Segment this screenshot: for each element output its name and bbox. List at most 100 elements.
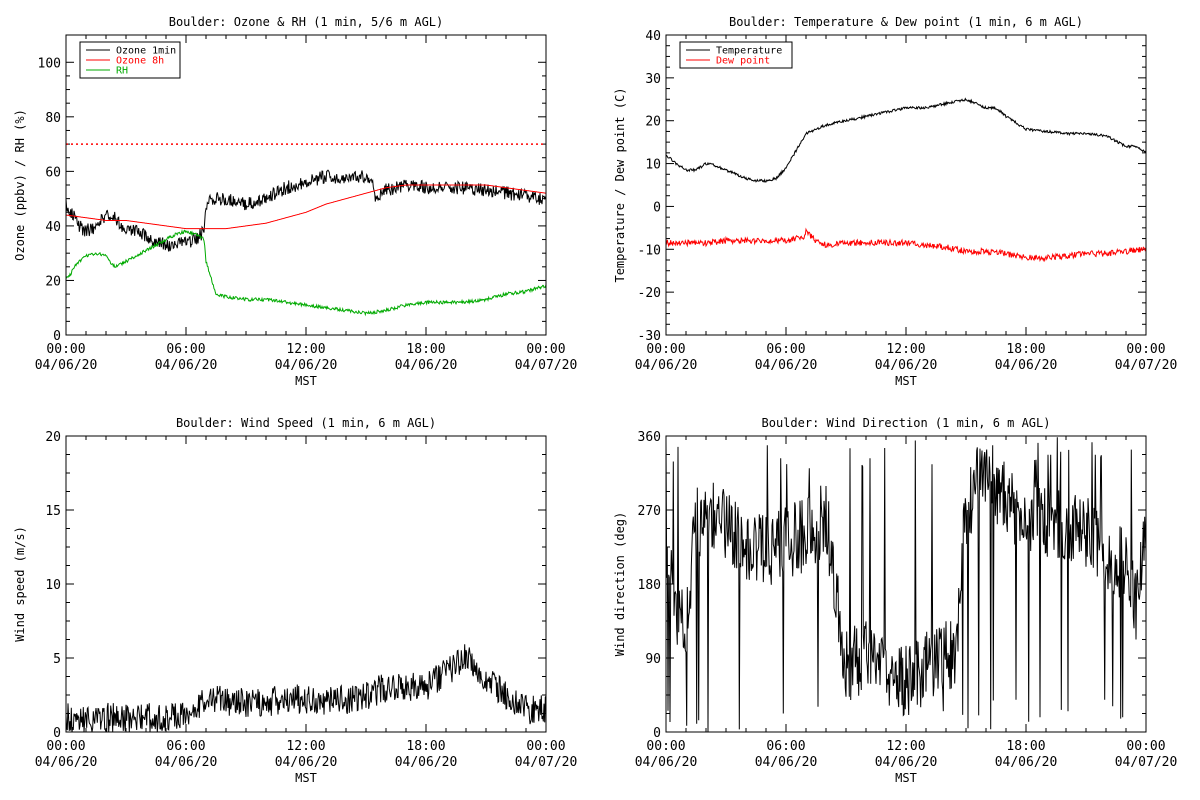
y-tick-label: 80 — [45, 111, 61, 126]
series-line-data — [66, 644, 546, 732]
y-tick-label: -10 — [638, 243, 661, 258]
chart-title: Boulder: Ozone & RH (1 min, 5/6 m AGL) — [169, 15, 444, 29]
x-tick-label-time: 06:00 — [166, 342, 205, 357]
plot-area — [66, 644, 546, 732]
x-tick-label-date: 04/06/20 — [635, 755, 698, 770]
x-tick-label-time: 00:00 — [1126, 342, 1165, 357]
x-tick-label-date: 04/06/20 — [155, 755, 218, 770]
x-axis-label: MST — [295, 771, 317, 785]
series-line-data — [666, 437, 1146, 732]
y-tick-label: 5 — [53, 652, 61, 667]
x-tick-label-time: 12:00 — [286, 739, 325, 754]
chart-title: Boulder: Temperature & Dew point (1 min,… — [729, 15, 1083, 29]
plot-frame — [65, 34, 547, 336]
y-tick-label: 360 — [638, 430, 661, 445]
y-tick-label: 20 — [45, 430, 61, 445]
series-line-ozone-1min — [66, 169, 546, 252]
series-line-rh — [66, 229, 546, 317]
y-axis-label: Ozone (ppbv) / RH (%) — [13, 109, 27, 261]
x-tick-label-date: 04/06/20 — [875, 358, 938, 373]
chart-wspd: Boulder: Wind Speed (1 min, 6 m AGL) Wind… — [13, 416, 577, 785]
x-tick-label-date: 04/06/20 — [635, 358, 698, 373]
series-line-dew-point — [666, 227, 1146, 263]
y-tick-label: -20 — [638, 286, 661, 301]
x-tick-label-time: 18:00 — [1006, 342, 1045, 357]
plot-area — [666, 97, 1146, 263]
y-axis-label: Wind direction (deg) — [613, 512, 627, 657]
x-tick-label-date: 04/06/20 — [755, 358, 818, 373]
legend-entry: Ozone 1min — [116, 46, 176, 57]
y-tick-label: 90 — [645, 652, 661, 667]
chart-title: Boulder: Wind Speed (1 min, 6 m AGL) — [176, 416, 436, 430]
x-tick-label-time: 00:00 — [646, 739, 685, 754]
y-axis-label: Temperature / Dew point (C) — [613, 87, 627, 282]
x-tick-label-date: 04/07/20 — [515, 755, 578, 770]
x-tick-label-date: 04/06/20 — [395, 755, 458, 770]
x-tick-label-time: 00:00 — [46, 342, 85, 357]
y-tick-label: 10 — [45, 578, 61, 593]
plot-area — [666, 437, 1146, 732]
x-tick-label-time: 06:00 — [766, 739, 805, 754]
y-tick-label: 0 — [53, 329, 61, 344]
y-tick-label: 15 — [45, 504, 61, 519]
x-tick-label-date: 04/07/20 — [515, 358, 578, 373]
series-line-temperature — [666, 97, 1146, 184]
y-tick-label: -30 — [638, 329, 661, 344]
y-tick-label: 40 — [45, 220, 61, 235]
x-tick-label-time: 00:00 — [46, 739, 85, 754]
x-tick-label-date: 04/07/20 — [1115, 358, 1178, 373]
legend-entry: Ozone 8h — [116, 56, 164, 67]
y-tick-label: 20 — [45, 274, 61, 289]
x-tick-label-time: 06:00 — [166, 739, 205, 754]
x-tick-label-date: 04/06/20 — [275, 358, 338, 373]
legend-entry: Dew point — [716, 56, 770, 67]
x-tick-label-date: 04/07/20 — [1115, 755, 1178, 770]
chart-ozone: Boulder: Ozone & RH (1 min, 5/6 m AGL) Oz… — [13, 15, 577, 388]
y-axis-label: Wind speed (m/s) — [13, 526, 27, 642]
chart-wdir: Boulder: Wind Direction (1 min, 6 m AGL)… — [613, 416, 1177, 785]
x-tick-label-time: 12:00 — [886, 739, 925, 754]
x-tick-label-date: 04/06/20 — [155, 358, 218, 373]
legend-entry: Temperature — [716, 46, 782, 57]
x-tick-label-time: 00:00 — [646, 342, 685, 357]
x-tick-label-time: 00:00 — [1126, 739, 1165, 754]
y-tick-label: 30 — [645, 72, 661, 87]
chart-temp: Boulder: Temperature & Dew point (1 min,… — [613, 15, 1177, 388]
x-tick-label-time: 12:00 — [286, 342, 325, 357]
y-tick-label: 0 — [53, 726, 61, 741]
plot-area — [66, 143, 546, 317]
y-tick-label: 100 — [38, 56, 61, 71]
chart-title: Boulder: Wind Direction (1 min, 6 m AGL) — [762, 416, 1051, 430]
y-tick-label: 0 — [653, 200, 661, 215]
y-tick-label: 60 — [45, 165, 61, 180]
x-tick-label-time: 00:00 — [526, 342, 565, 357]
x-tick-label-date: 04/06/20 — [875, 755, 938, 770]
x-tick-label-time: 18:00 — [1006, 739, 1045, 754]
series-line-ozone-8h — [66, 184, 546, 230]
x-tick-label-time: 12:00 — [886, 342, 925, 357]
x-axis-label: MST — [895, 374, 917, 388]
x-tick-label-date: 04/06/20 — [35, 358, 98, 373]
x-axis-label: MST — [895, 771, 917, 785]
x-tick-label-time: 18:00 — [406, 739, 445, 754]
x-tick-label-date: 04/06/20 — [275, 755, 338, 770]
x-tick-label-date: 04/06/20 — [35, 755, 98, 770]
y-tick-label: 20 — [645, 115, 661, 130]
x-tick-label-time: 06:00 — [766, 342, 805, 357]
y-tick-label: 10 — [645, 158, 661, 173]
x-tick-label-date: 04/06/20 — [755, 755, 818, 770]
y-tick-label: 0 — [653, 726, 661, 741]
plot-frame — [65, 435, 547, 733]
y-tick-label: 40 — [645, 29, 661, 44]
x-tick-label-time: 00:00 — [526, 739, 565, 754]
x-tick-label-date: 04/06/20 — [995, 358, 1058, 373]
plot-frame — [665, 34, 1147, 336]
x-tick-label-date: 04/06/20 — [395, 358, 458, 373]
x-axis-label: MST — [295, 374, 317, 388]
y-tick-label: 180 — [638, 578, 661, 593]
legend-box — [679, 41, 793, 69]
legend-entry: RH — [116, 66, 128, 77]
